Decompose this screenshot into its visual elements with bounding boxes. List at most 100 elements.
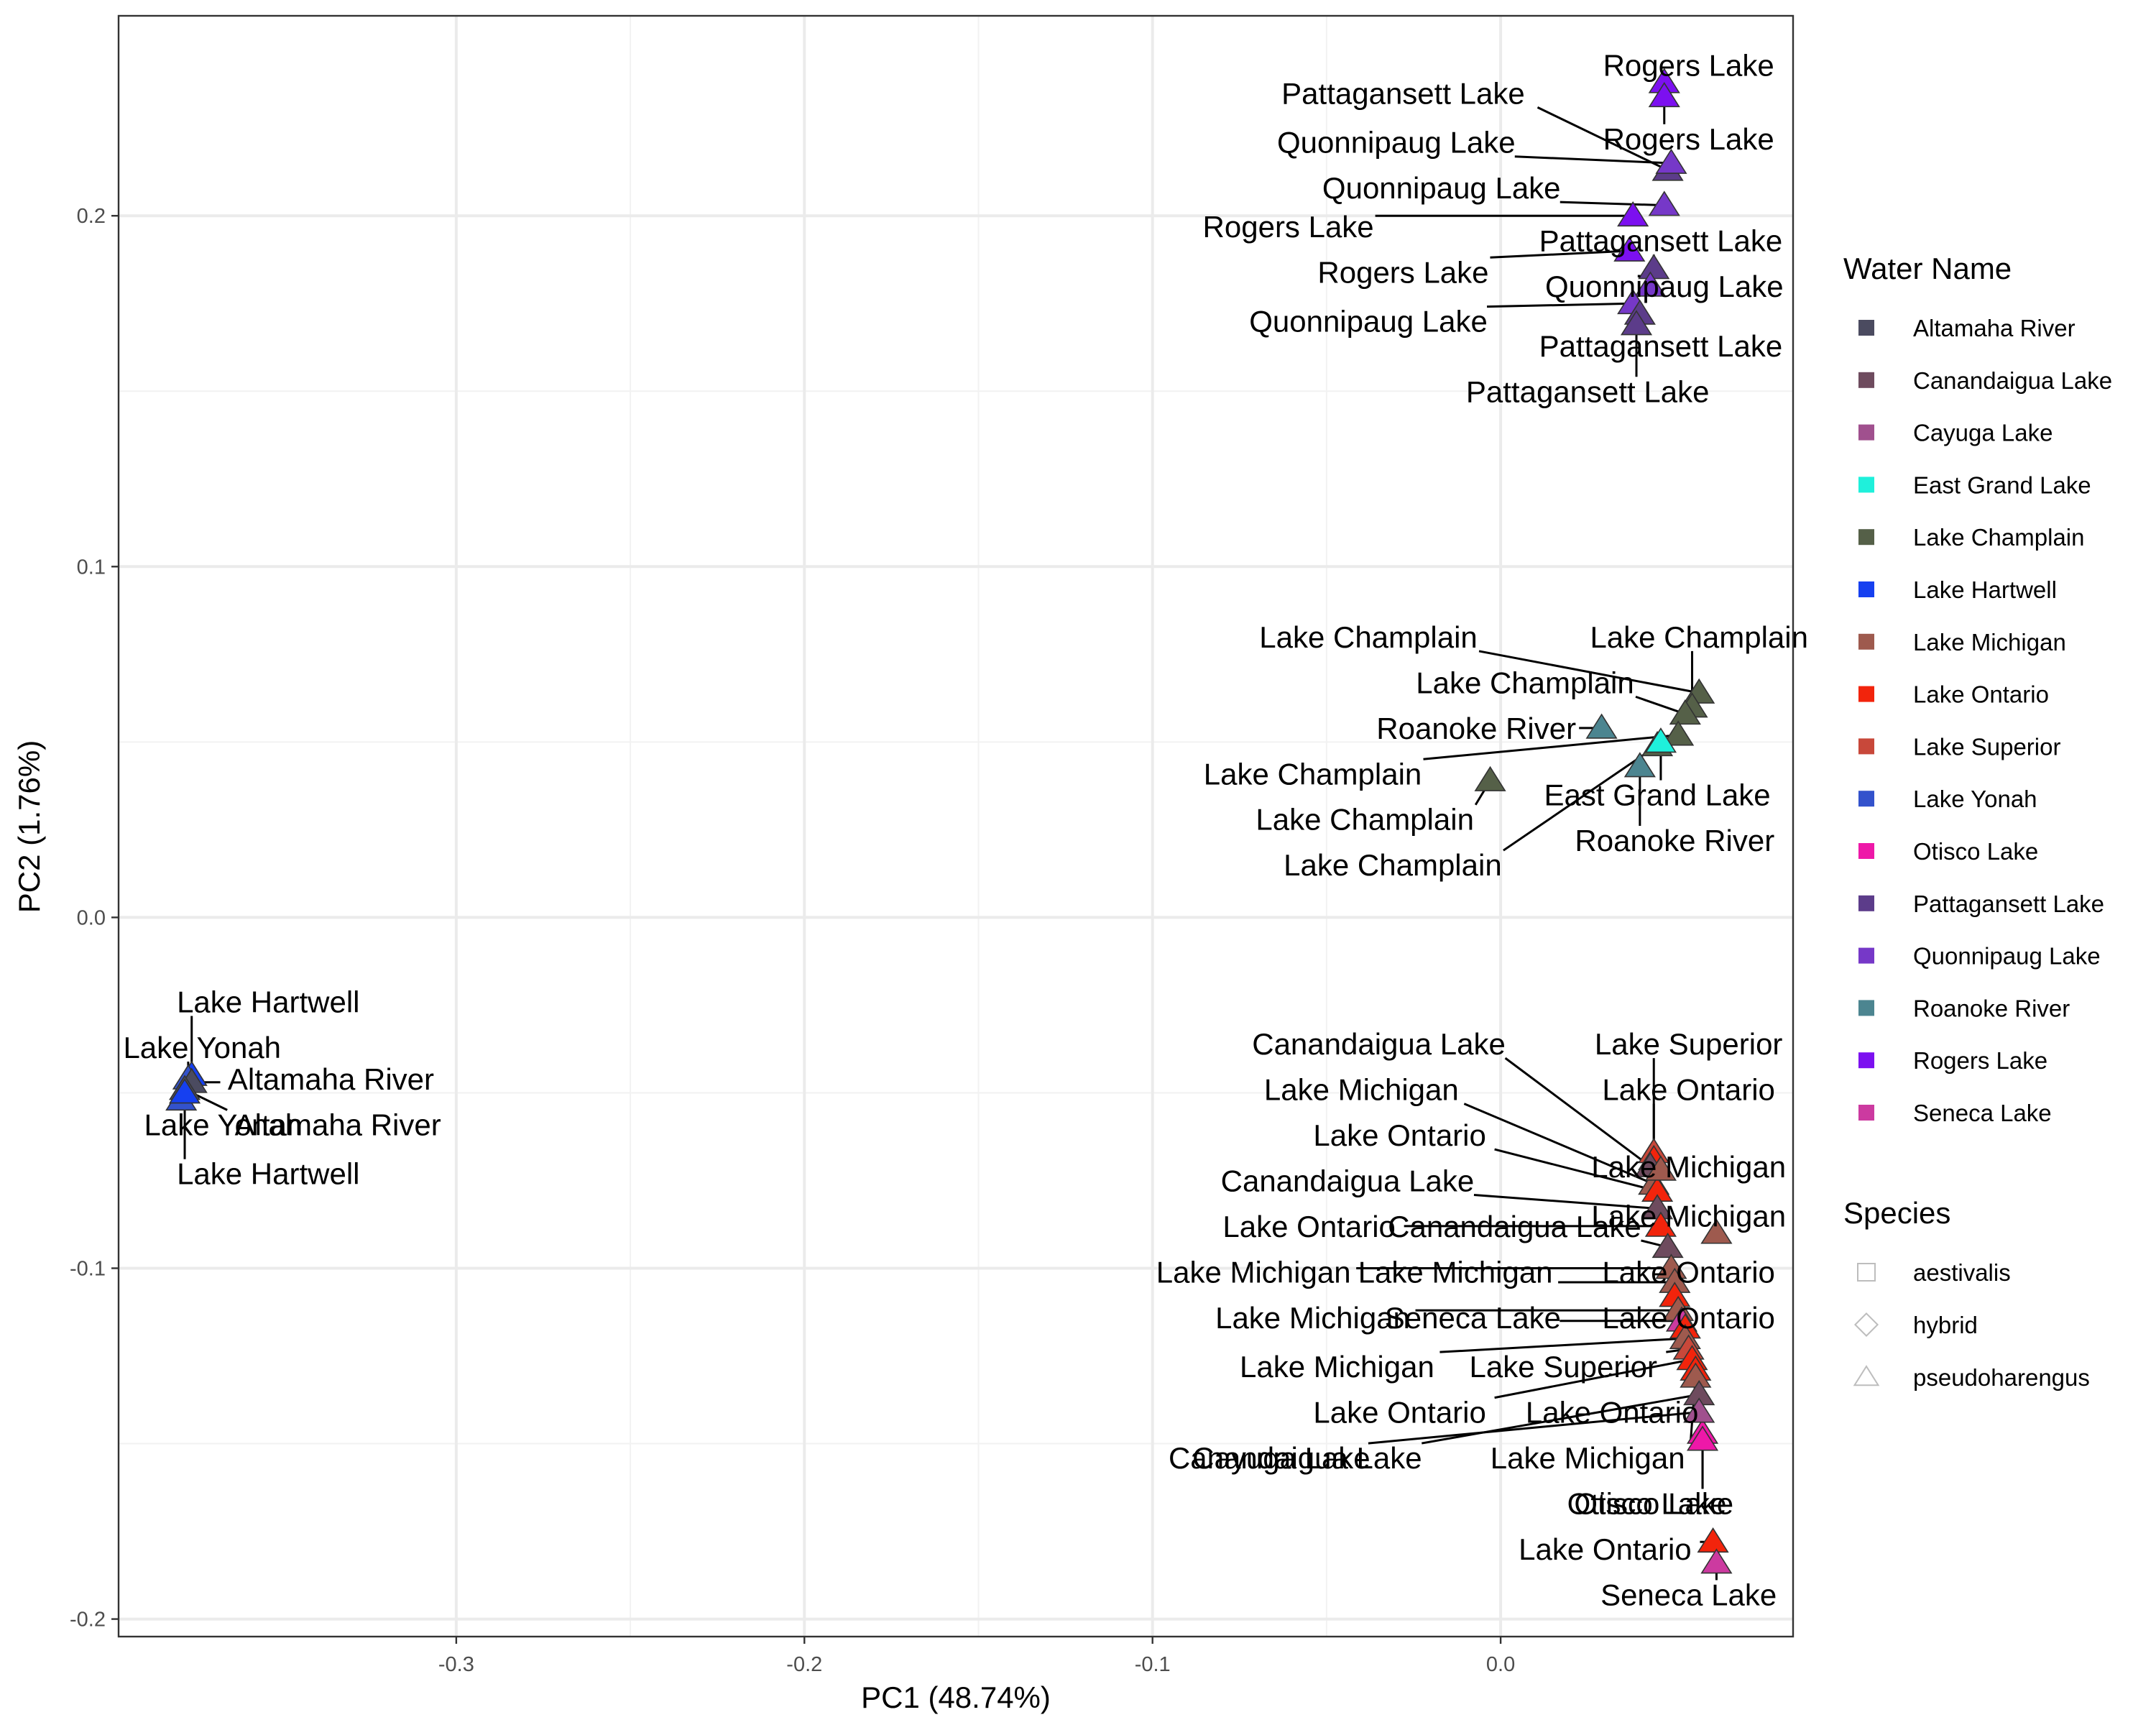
legend-shape-key bbox=[1857, 1263, 1876, 1282]
legend-key bbox=[1858, 372, 1874, 388]
data-point bbox=[1700, 1548, 1733, 1574]
x-axis-title: PC1 (48.74%) bbox=[861, 1680, 1051, 1714]
point-label: Lake Michigan bbox=[1491, 1441, 1685, 1475]
legend-shape-key bbox=[1853, 1312, 1879, 1338]
legend-label: Otisco Lake bbox=[1913, 838, 2038, 865]
legend-label: pseudoharengus bbox=[1913, 1364, 2090, 1391]
point-label: Rogers Lake bbox=[1203, 210, 1374, 244]
point-label: Lake Yonah bbox=[144, 1108, 303, 1141]
point-label: Lake Ontario bbox=[1602, 1301, 1774, 1335]
point-label: Canandaigua Lake bbox=[1388, 1210, 1641, 1243]
point-label: Otisco Lake bbox=[1574, 1487, 1733, 1521]
y-tick-label: 0.1 bbox=[77, 556, 106, 579]
label-leader-line bbox=[1422, 1393, 1700, 1445]
x-tick-label: 0.0 bbox=[1486, 1653, 1515, 1676]
point-label: Seneca Lake bbox=[1385, 1301, 1561, 1335]
data-point bbox=[1697, 1527, 1729, 1553]
legend-key bbox=[1858, 581, 1874, 597]
point-label: Quonnipaug Lake bbox=[1249, 305, 1488, 339]
point-label: Quonnipaug Lake bbox=[1277, 126, 1516, 160]
data-point bbox=[1683, 1397, 1715, 1423]
point-label: Pattagansett Lake bbox=[1281, 76, 1525, 110]
data-point bbox=[1644, 1155, 1677, 1181]
legend-species-title: Species bbox=[1843, 1196, 1950, 1230]
point-label: Lake Champlain bbox=[1259, 620, 1478, 654]
label-leader-line bbox=[1503, 744, 1658, 852]
point-label: Lake Champlain bbox=[1284, 848, 1502, 882]
point-label: Lake Michigan bbox=[1358, 1255, 1553, 1289]
legend-key bbox=[1858, 1052, 1874, 1069]
data-point bbox=[1585, 713, 1618, 739]
label-leader-line bbox=[1514, 155, 1672, 165]
point-label: Lake Ontario bbox=[1313, 1118, 1485, 1152]
point-label: Altamaha River bbox=[235, 1108, 441, 1141]
data-point bbox=[1662, 720, 1695, 746]
legend-label: Canandaigua Lake bbox=[1913, 367, 2112, 394]
point-label: Lake Michigan bbox=[1591, 1150, 1786, 1184]
data-points bbox=[165, 68, 1733, 1574]
legend-key bbox=[1858, 686, 1874, 702]
point-label: Pattagansett Lake bbox=[1539, 224, 1783, 257]
point-label: Lake Michigan bbox=[1240, 1350, 1434, 1384]
legend-label: Quonnipaug Lake bbox=[1913, 943, 2101, 970]
x-tick-label: -0.1 bbox=[1135, 1653, 1171, 1676]
legend-label: Altamaha River bbox=[1913, 315, 2076, 341]
point-label: Rogers Lake bbox=[1603, 122, 1774, 156]
point-label: Lake Champlain bbox=[1416, 666, 1634, 699]
point-label: Altamaha River bbox=[228, 1062, 434, 1096]
legend-label: Lake Superior bbox=[1913, 733, 2060, 760]
point-label: Rogers Lake bbox=[1603, 48, 1774, 82]
legend-key bbox=[1858, 895, 1874, 911]
y-tick-label: -0.1 bbox=[70, 1258, 106, 1281]
data-point bbox=[1648, 82, 1680, 108]
legend-key bbox=[1858, 843, 1874, 859]
point-label: Lake Ontario bbox=[1222, 1210, 1395, 1243]
point-label: Rogers Lake bbox=[1317, 255, 1488, 289]
legend-water-name-title: Water Name bbox=[1843, 252, 2012, 285]
legend-label: Lake Yonah bbox=[1913, 786, 2037, 812]
point-label: Lake Michigan bbox=[1215, 1301, 1410, 1335]
legend-label: East Grand Lake bbox=[1913, 472, 2091, 498]
legend-key bbox=[1858, 529, 1874, 546]
point-label: Quonnipaug Lake bbox=[1322, 171, 1561, 205]
legend-key bbox=[1858, 477, 1874, 493]
legend-label: Rogers Lake bbox=[1913, 1047, 2047, 1074]
legend-key bbox=[1858, 791, 1874, 807]
legend-key bbox=[1858, 424, 1874, 441]
y-tick-label: 0.0 bbox=[77, 906, 106, 929]
label-leader-lines bbox=[183, 96, 1718, 1581]
legend-key bbox=[1858, 320, 1874, 336]
point-label: Canandaigua Lake bbox=[1252, 1027, 1506, 1061]
point-label: Lake Yonah bbox=[123, 1031, 281, 1064]
point-label: Lake Superior bbox=[1595, 1027, 1783, 1061]
label-leader-line bbox=[1494, 1148, 1658, 1192]
y-axis-title: PC2 (1.76%) bbox=[12, 740, 46, 913]
point-label: Lake Champlain bbox=[1256, 803, 1474, 837]
data-point bbox=[168, 1078, 201, 1104]
point-label: Lake Ontario bbox=[1519, 1532, 1691, 1566]
legend-label: Pattagansett Lake bbox=[1913, 891, 2104, 917]
legend-label: Roanoke River bbox=[1913, 995, 2070, 1021]
label-leader-line bbox=[1368, 1411, 1700, 1445]
data-point bbox=[1644, 1211, 1677, 1237]
data-point bbox=[1474, 765, 1506, 791]
point-label: Cayuga Lake bbox=[1192, 1441, 1370, 1475]
legend-key bbox=[1858, 633, 1874, 650]
point-label: Lake Champlain bbox=[1590, 620, 1808, 654]
legend-species: Species aestivalis hybrid pseudoharengus bbox=[1843, 1196, 2090, 1391]
point-label: Otisco Lake bbox=[1567, 1487, 1727, 1521]
data-point bbox=[1634, 271, 1667, 297]
axis-ticks: -0.3 -0.2 -0.1 0.0 -0.2 -0.1 0.0 0.1 0.2 bbox=[70, 205, 1515, 1676]
legend-key bbox=[1858, 947, 1874, 964]
point-label: Lake Ontario bbox=[1526, 1396, 1698, 1430]
point-label: Canandaigua Lake bbox=[1169, 1441, 1422, 1475]
point-label: East Grand Lake bbox=[1544, 778, 1770, 812]
legend-label: Lake Ontario bbox=[1913, 681, 2049, 708]
legend-label: aestivalis bbox=[1913, 1259, 2011, 1286]
point-label: Pattagansett Lake bbox=[1539, 329, 1783, 363]
data-point bbox=[1644, 727, 1677, 753]
data-point bbox=[1686, 1425, 1719, 1451]
data-point bbox=[1700, 1218, 1733, 1244]
